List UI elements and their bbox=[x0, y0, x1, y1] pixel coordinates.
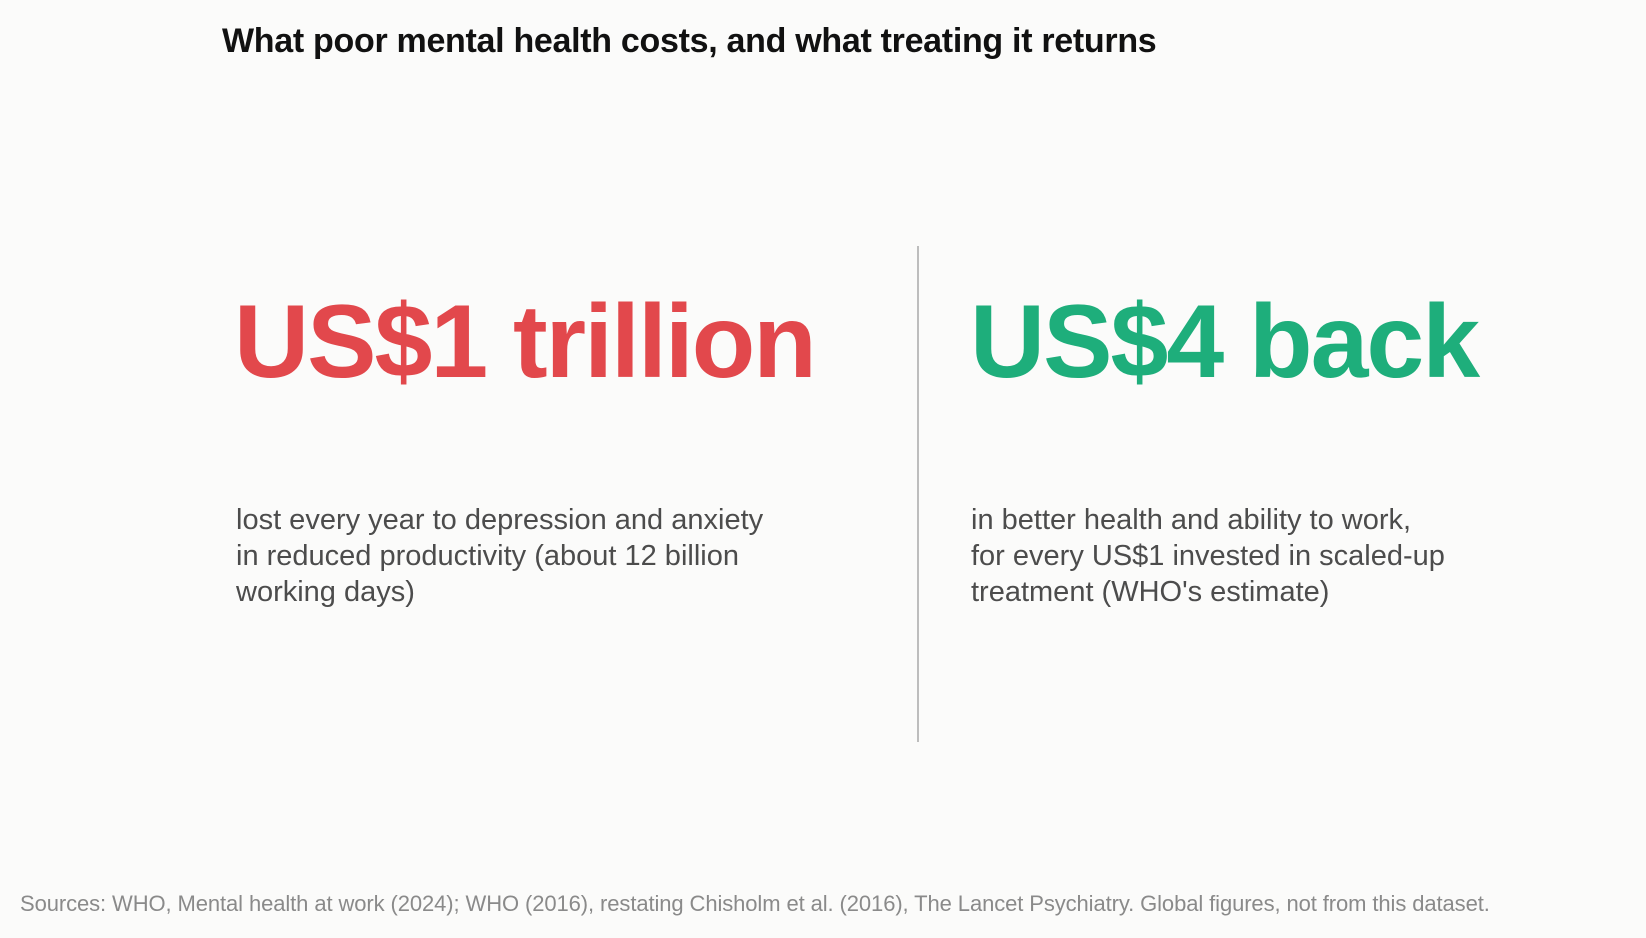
return-description: in better health and ability to work, fo… bbox=[971, 502, 1571, 610]
cost-figure: US$1 trillion bbox=[234, 284, 817, 400]
vertical-divider bbox=[917, 246, 919, 742]
return-description-line: treatment (WHO's estimate) bbox=[971, 576, 1330, 608]
page-title: What poor mental health costs, and what … bbox=[222, 22, 1157, 60]
cost-description-line: lost every year to depression and anxiet… bbox=[236, 504, 764, 536]
return-figure: US$4 back bbox=[970, 284, 1480, 400]
cost-description-line: working days) bbox=[236, 576, 415, 608]
return-description-line: in better health and ability to work, bbox=[971, 504, 1412, 536]
cost-description-line: in reduced productivity (about 12 billio… bbox=[236, 540, 739, 572]
return-description-line: for every US$1 invested in scaled-up bbox=[971, 540, 1445, 572]
cost-description: lost every year to depression and anxiet… bbox=[236, 502, 836, 610]
sources-footnote: Sources: WHO, Mental health at work (202… bbox=[20, 891, 1490, 916]
